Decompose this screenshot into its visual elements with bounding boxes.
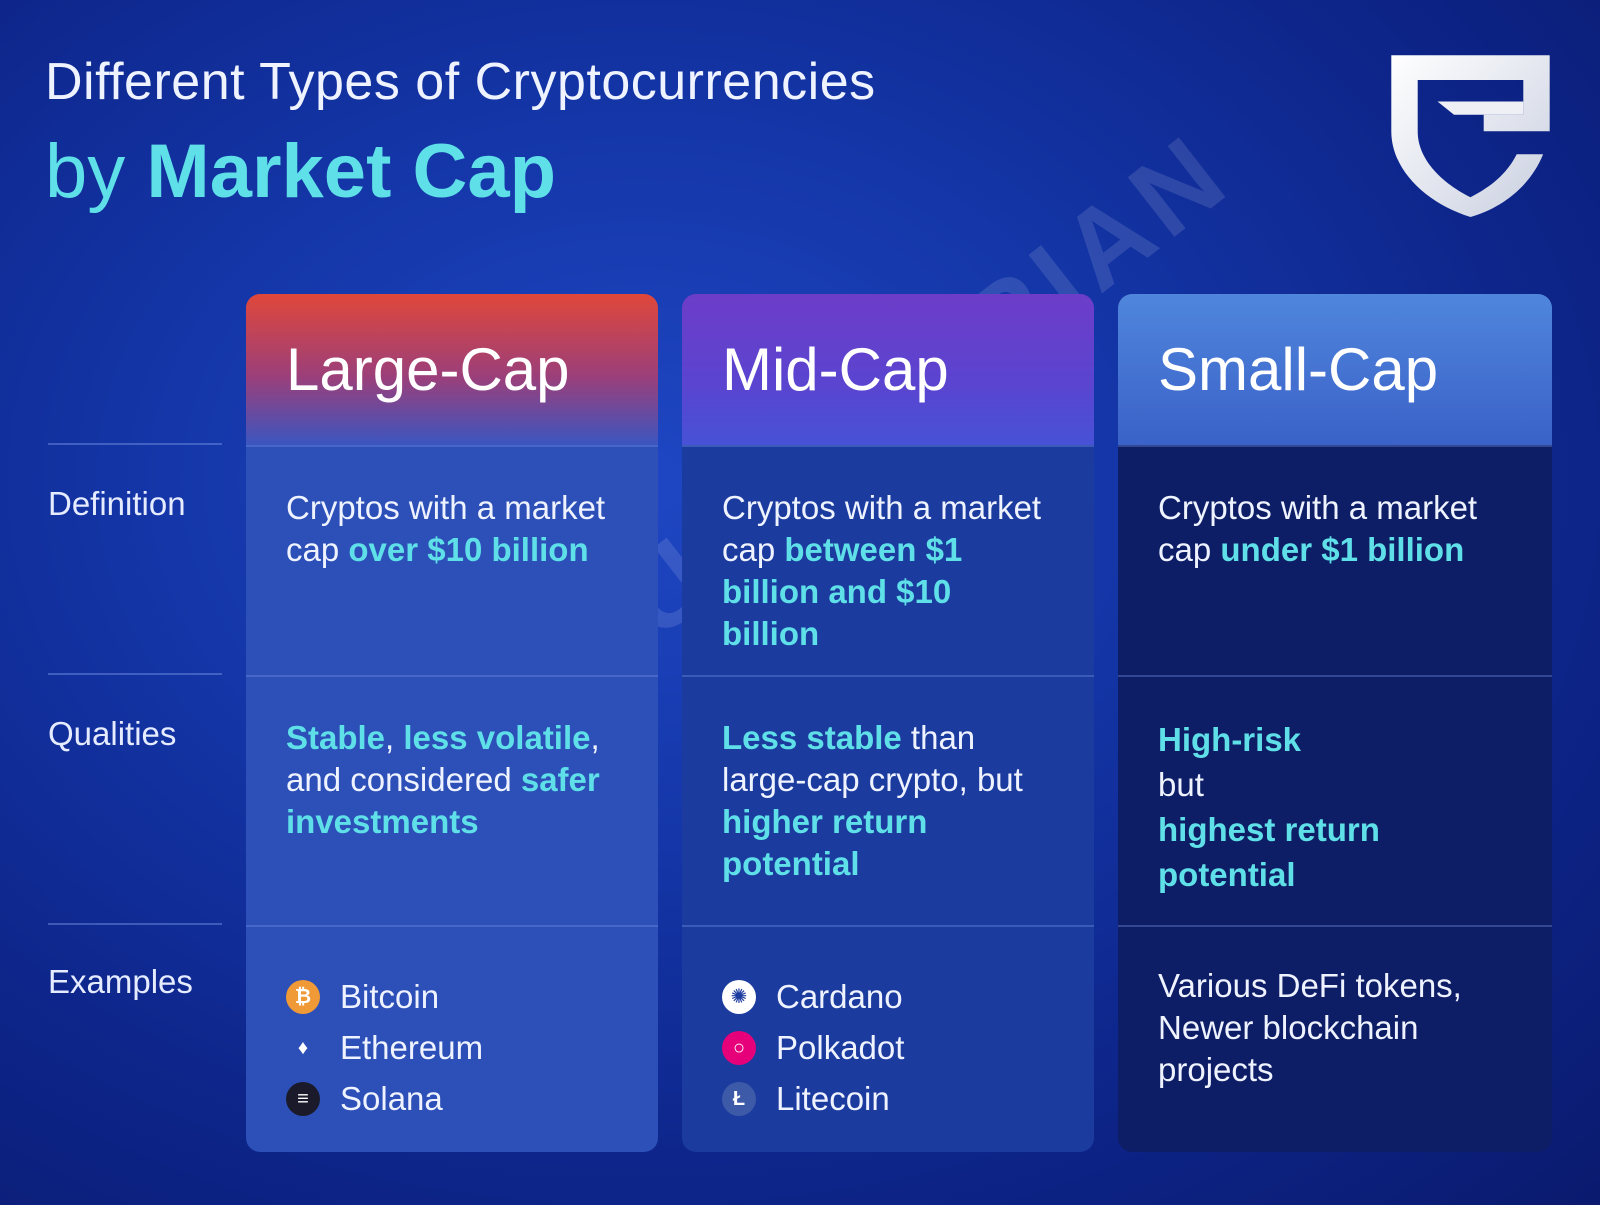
example-name: Solana: [340, 1079, 443, 1117]
row-label-definition: Definition: [48, 485, 186, 522]
title-line-2: by Market Cap: [45, 128, 556, 215]
examples-cell: Various DeFi tokens, Newer blockchain pr…: [1118, 925, 1552, 1152]
examples-text: Various DeFi tokens, Newer blockchain pr…: [1158, 967, 1462, 1088]
example-name: Cardano: [776, 977, 903, 1015]
example-item: ○ Polkadot: [722, 1022, 1054, 1073]
column-header: Small-Cap: [1118, 294, 1552, 445]
text: Cryptos with a market cap: [722, 489, 1042, 568]
guardarian-shield-logo: [1391, 55, 1550, 217]
highlight-text: higher return potential: [722, 803, 928, 882]
definition-cell: Cryptos with a market cap between $1 bil…: [682, 445, 1094, 675]
cardano-icon: ✺: [722, 979, 756, 1014]
polkadot-icon: ○: [722, 1030, 756, 1065]
highlight-text: over $10 billion: [348, 531, 589, 568]
divider: [48, 673, 222, 675]
column-header: Mid-Cap: [682, 294, 1094, 445]
solana-icon: ≡: [286, 1081, 320, 1116]
qualities-cell: High-risk but highest return potential: [1118, 675, 1552, 925]
highlight-text: between $1 billion and $10 billion: [722, 531, 963, 652]
litecoin-icon: Ł: [722, 1081, 756, 1116]
title-highlight: Market Cap: [146, 129, 557, 214]
column-large-cap: Large-Cap Cryptos with a market cap over …: [246, 294, 658, 1152]
column-header: Large-Cap: [246, 294, 658, 445]
text: than large-cap crypto, but: [722, 719, 1023, 798]
examples-cell: ₿ Bitcoin ♦ Ethereum ≡ Solana: [246, 925, 658, 1152]
highlight-text: highest return potential: [1158, 811, 1380, 893]
column-mid-cap: Mid-Cap Cryptos with a market cap between…: [682, 294, 1094, 1152]
text: , and considered: [286, 719, 600, 798]
example-item: ≡ Solana: [286, 1073, 618, 1124]
row-label-qualities: Qualities: [48, 715, 177, 752]
definition-cell: Cryptos with a market cap over $10 billi…: [246, 445, 658, 675]
text: but: [1158, 766, 1204, 803]
column-small-cap: Small-Cap Cryptos with a market cap under…: [1118, 294, 1552, 1152]
highlight-text: less volatile: [403, 719, 591, 756]
qualities-cell: Stable, less volatile, and considered sa…: [246, 675, 658, 925]
example-item: ✺ Cardano: [722, 971, 1054, 1022]
highlight-text: High-risk: [1158, 721, 1302, 758]
example-item: ♦ Ethereum: [286, 1022, 618, 1073]
text: Cryptos with a market cap: [1158, 489, 1478, 568]
divider: [48, 443, 222, 445]
qualities-cell: Less stable than large-cap crypto, but h…: [682, 675, 1094, 925]
example-item: ₿ Bitcoin: [286, 971, 618, 1022]
highlight-text: Stable: [286, 719, 386, 756]
example-item: Ł Litecoin: [722, 1073, 1054, 1124]
highlight-text: under $1 billion: [1220, 531, 1465, 568]
divider: [48, 923, 222, 925]
text: Cryptos with a market cap: [286, 489, 606, 568]
bitcoin-icon: ₿: [286, 979, 320, 1014]
title-line-1: Different Types of Cryptocurrencies: [45, 53, 876, 111]
ethereum-icon: ♦: [297, 1036, 309, 1059]
example-name: Bitcoin: [340, 977, 440, 1015]
highlight-text: Less stable: [722, 719, 902, 756]
definition-cell: Cryptos with a market cap under $1 billi…: [1118, 445, 1552, 675]
example-name: Ethereum: [340, 1028, 484, 1066]
example-name: Litecoin: [776, 1079, 890, 1117]
highlight-text: safer investments: [286, 761, 600, 840]
text: ,: [385, 719, 404, 756]
row-label-examples: Examples: [48, 963, 193, 1000]
examples-cell: ✺ Cardano ○ Polkadot Ł Litecoin: [682, 925, 1094, 1152]
title-prefix: by: [45, 129, 147, 214]
example-name: Polkadot: [776, 1028, 905, 1066]
